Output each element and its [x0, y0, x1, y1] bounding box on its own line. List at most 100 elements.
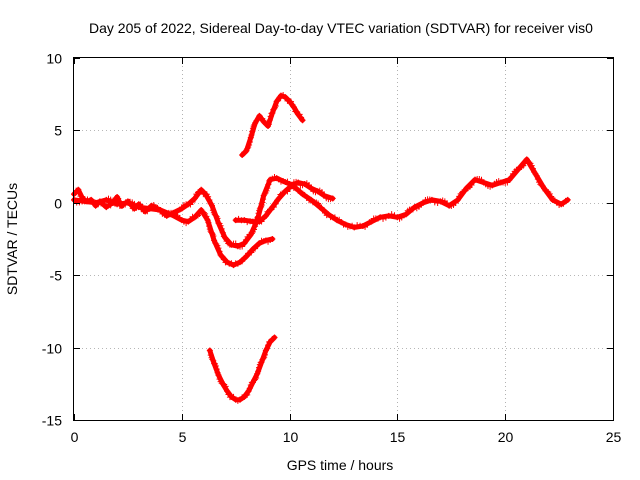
- interpolated-marker: [470, 179, 477, 186]
- interpolated-marker: [255, 368, 262, 375]
- interpolated-marker: [238, 217, 245, 224]
- interpolated-marker: [418, 201, 425, 208]
- interpolated-marker: [260, 238, 267, 245]
- interpolated-marker: [340, 221, 347, 228]
- interpolated-marker: [138, 206, 145, 213]
- data-point: [247, 134, 254, 141]
- interpolated-marker: [254, 116, 261, 123]
- interpolated-marker: [244, 145, 251, 152]
- interpolated-marker: [95, 201, 102, 208]
- interpolated-marker: [556, 202, 563, 208]
- interpolated-marker: [261, 190, 268, 197]
- interpolated-marker: [209, 356, 216, 363]
- interpolated-marker: [239, 258, 246, 265]
- interpolated-marker: [208, 230, 215, 237]
- interpolated-marker: [232, 240, 239, 247]
- interpolated-marker: [218, 225, 225, 232]
- interpolated-marker: [258, 202, 265, 209]
- interpolated-marker: [252, 245, 259, 252]
- interpolated-marker: [276, 94, 283, 101]
- interpolated-marker: [280, 91, 287, 98]
- interpolated-marker: [380, 215, 387, 222]
- interpolated-marker: [388, 211, 395, 218]
- interpolated-marker: [299, 182, 306, 189]
- x-tick-label: 25: [606, 429, 622, 445]
- y-axis-label: SDTVAR / TECUs: [4, 183, 20, 295]
- x-tick-label: 5: [179, 429, 187, 445]
- interpolated-marker: [246, 142, 253, 149]
- interpolated-marker: [246, 139, 253, 146]
- interpolated-marker: [274, 197, 281, 204]
- interpolated-marker: [247, 218, 254, 225]
- x-tick-label: 0: [71, 429, 79, 445]
- y-tick-label: 0: [54, 196, 62, 212]
- interpolated-marker: [400, 212, 407, 219]
- data-point: [191, 195, 198, 202]
- interpolated-marker: [443, 200, 450, 207]
- interpolated-marker: [234, 397, 241, 404]
- data-point: [92, 199, 99, 206]
- interpolated-marker: [265, 342, 272, 349]
- interpolated-marker: [214, 215, 221, 222]
- interpolated-marker: [298, 114, 305, 121]
- interpolated-marker: [508, 174, 515, 181]
- data-point: [221, 234, 228, 241]
- interpolated-marker: [366, 219, 373, 226]
- interpolated-marker: [89, 198, 96, 205]
- data-point: [206, 347, 213, 354]
- data-point: [299, 117, 306, 124]
- interpolated-marker: [249, 128, 256, 135]
- interpolated-marker: [538, 182, 545, 189]
- interpolated-marker: [226, 241, 233, 248]
- interpolated-marker: [251, 226, 258, 233]
- interpolated-marker: [526, 159, 533, 166]
- series-track-c: [232, 178, 336, 226]
- interpolated-marker: [111, 200, 118, 207]
- interpolated-marker: [84, 196, 91, 203]
- interpolated-marker: [265, 181, 272, 188]
- interpolated-marker: [250, 123, 257, 130]
- interpolated-marker: [267, 206, 274, 213]
- interpolated-marker: [391, 212, 398, 219]
- interpolated-marker: [248, 132, 255, 139]
- interpolated-marker: [288, 98, 295, 105]
- interpolated-marker: [200, 209, 207, 216]
- interpolated-marker: [206, 196, 213, 203]
- interpolated-marker: [504, 179, 511, 186]
- interpolated-marker: [478, 176, 485, 183]
- interpolated-marker: [206, 223, 213, 230]
- data-point: [232, 217, 239, 224]
- interpolated-marker: [529, 165, 536, 172]
- interpolated-marker: [257, 115, 264, 122]
- interpolated-marker: [115, 195, 122, 202]
- interpolated-marker: [267, 237, 274, 244]
- y-tick-label: -15: [42, 413, 62, 429]
- interpolated-marker: [239, 394, 246, 401]
- interpolated-marker: [434, 199, 441, 206]
- interpolated-marker: [218, 380, 225, 387]
- interpolated-marker: [219, 253, 226, 260]
- interpolated-marker: [143, 206, 150, 213]
- interpolated-marker: [459, 189, 466, 196]
- series-track-d: [239, 91, 306, 159]
- interpolated-marker: [122, 201, 129, 208]
- interpolated-marker: [266, 338, 273, 345]
- interpolated-marker: [257, 204, 264, 211]
- interpolated-marker: [216, 248, 223, 255]
- x-axis-label: GPS time / hours: [287, 457, 394, 473]
- interpolated-marker: [531, 169, 538, 176]
- x-tick-label: 20: [498, 429, 514, 445]
- interpolated-marker: [219, 229, 226, 236]
- interpolated-marker: [241, 149, 248, 156]
- interpolated-marker: [255, 364, 262, 371]
- interpolated-marker: [176, 206, 183, 213]
- series-track-a: [71, 156, 571, 250]
- y-tick-label: 5: [54, 123, 62, 139]
- interpolated-marker: [357, 222, 364, 229]
- interpolated-marker: [100, 198, 107, 205]
- interpolated-marker: [263, 345, 270, 352]
- interpolated-marker: [258, 218, 265, 225]
- interpolated-marker: [213, 366, 220, 373]
- data-point: [308, 185, 315, 192]
